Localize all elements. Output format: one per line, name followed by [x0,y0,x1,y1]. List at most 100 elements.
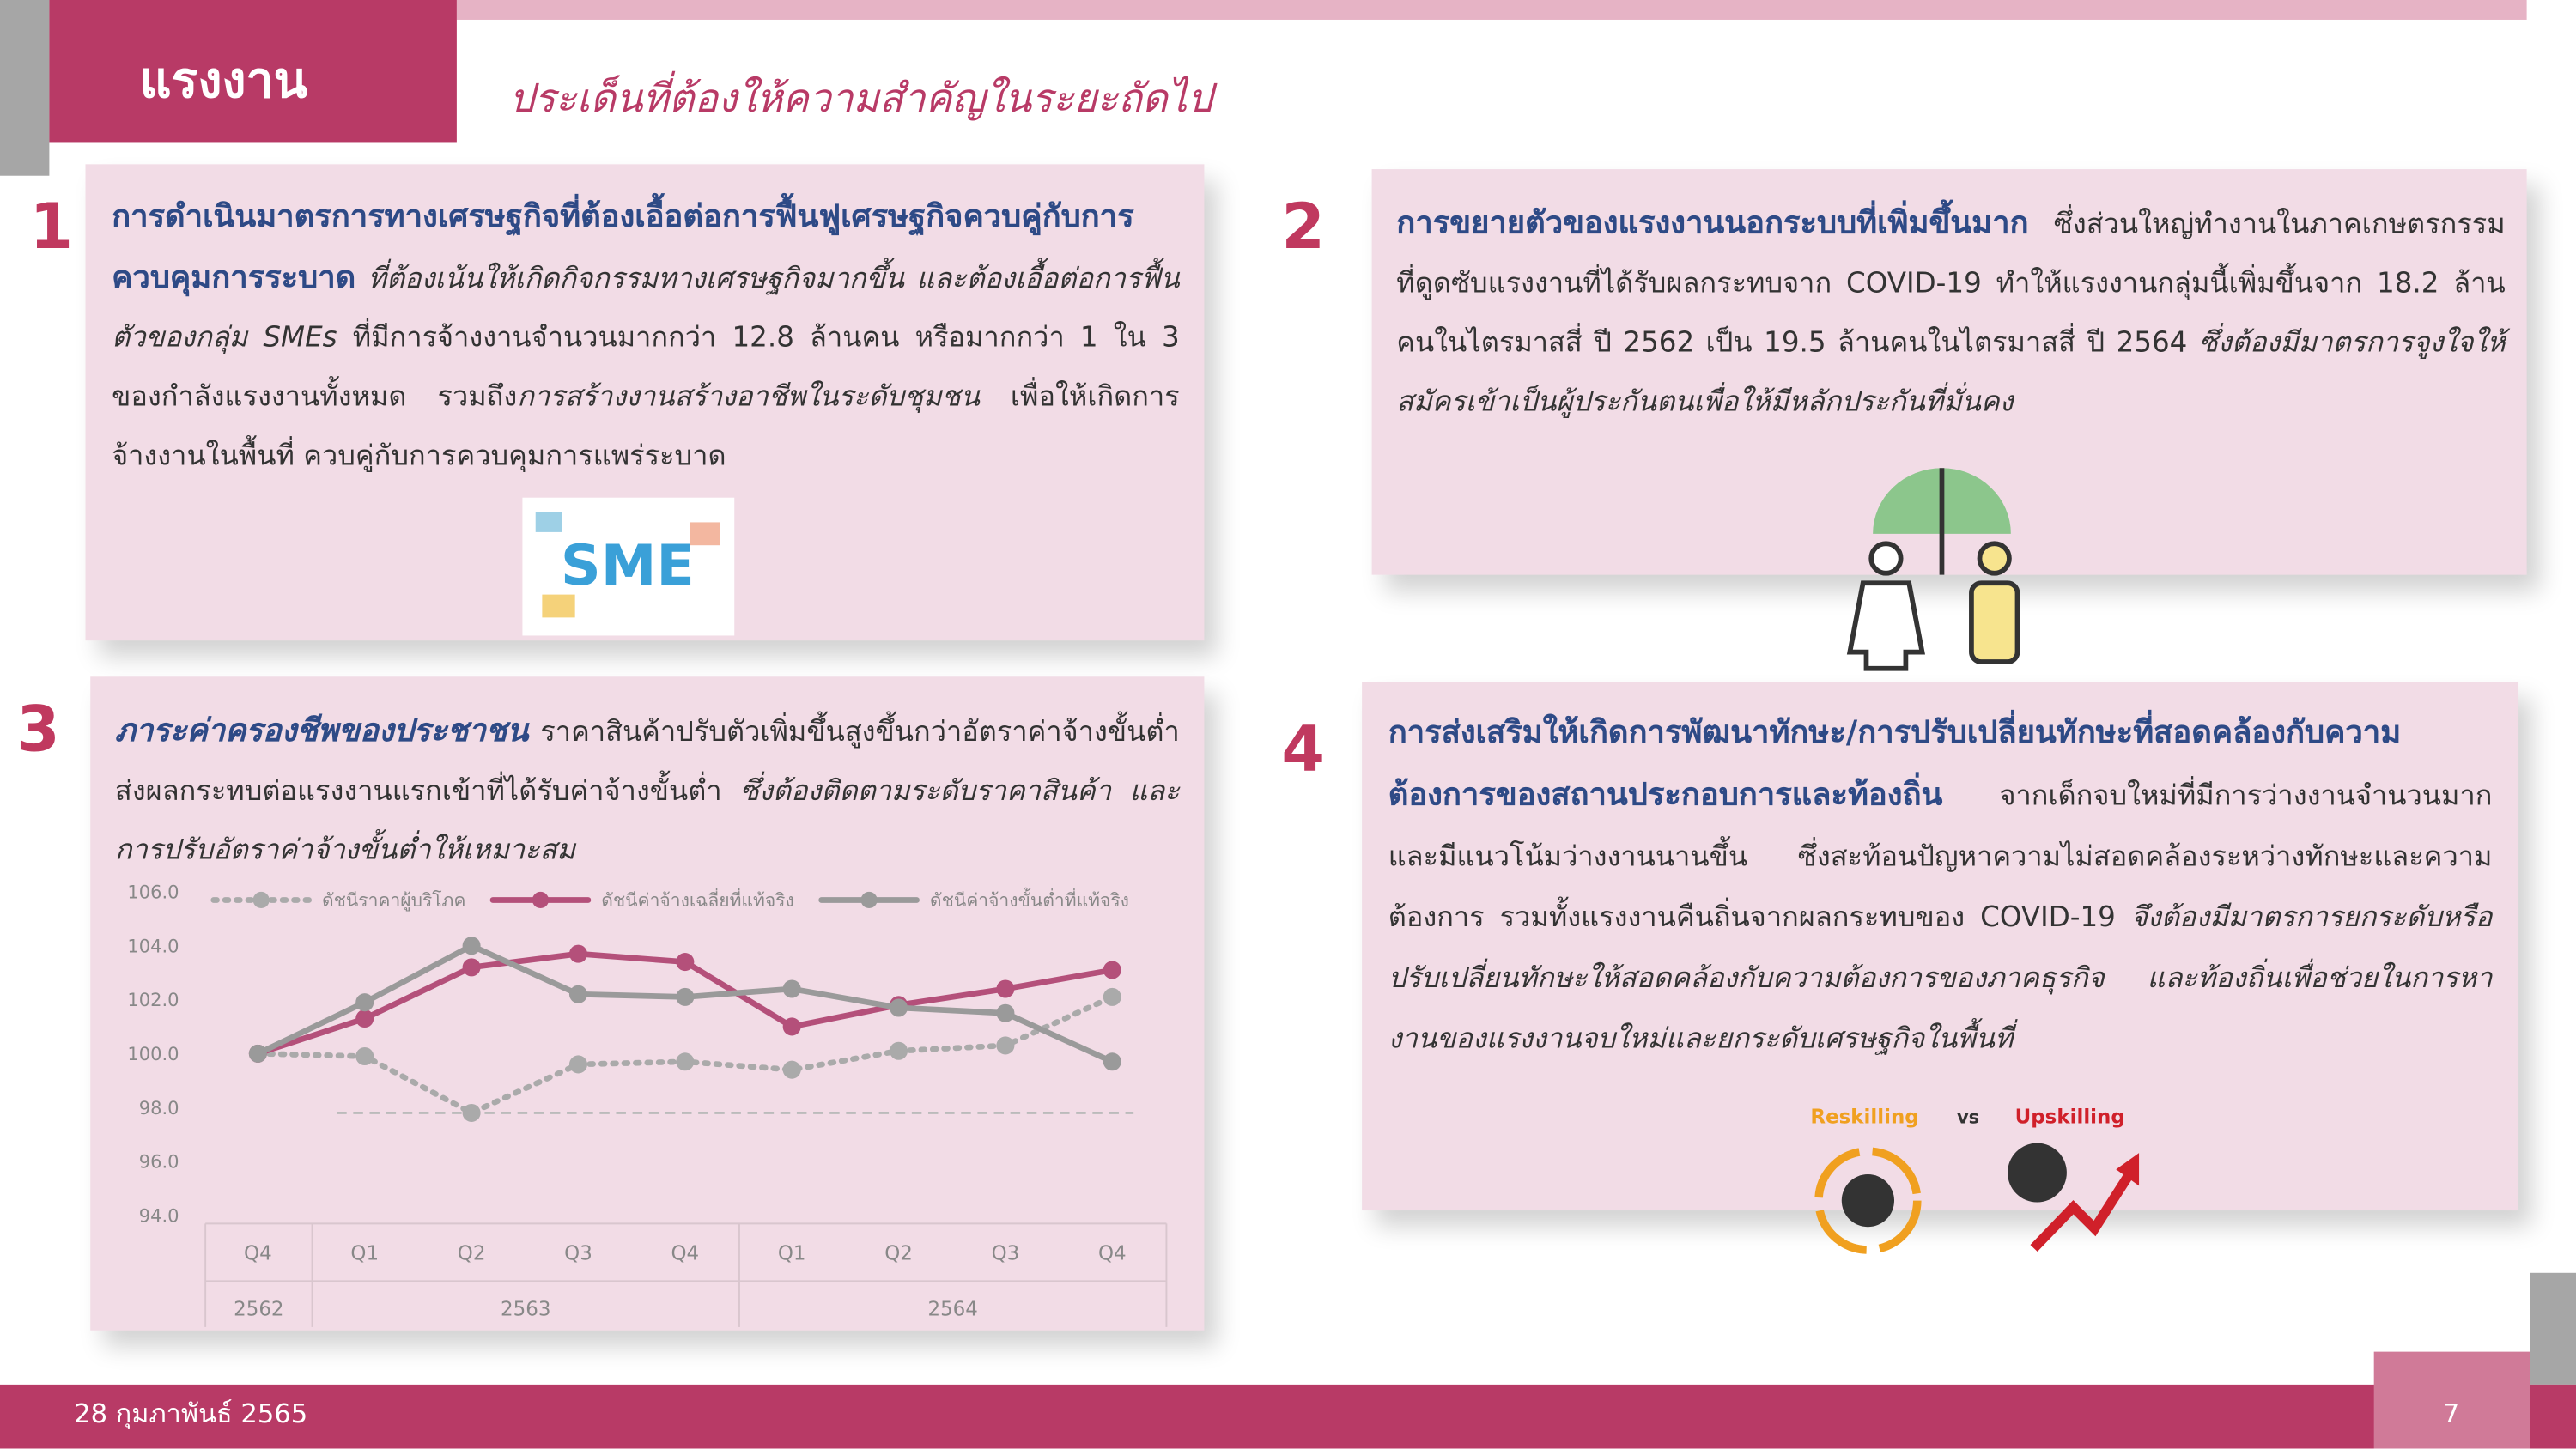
legend-marker [532,891,550,909]
text-segment: ที่ต้องเน้นให้เกิดกิจกรรมทางเศรษฐกิจมากข… [112,263,1180,355]
person-icon [1868,541,1904,576]
y-tick-label: 96.0 [139,1151,179,1173]
text-segment: ซึ่งต้องมีมาตรการจูงใจให้สมัครเข้าเป็นผู… [1396,326,2506,419]
sme-icon [690,522,720,546]
legend-label: ดัชนีราคาผู้บริโภค [322,889,466,912]
point [355,993,374,1012]
box-number: 1 [29,190,74,264]
text-segment: การสร้างงานสร้างอาชีพในระดับชุมชน [517,380,980,415]
right-strip [2530,1272,2576,1385]
person-icon [1969,580,2020,664]
point [568,1055,587,1074]
text-segment: การส่งเสริมให้เกิดการพัฒนาทักษะ/การปรับเ… [1388,714,2402,814]
page-box [2373,1351,2530,1449]
point [890,1041,908,1060]
text-segment: ซึ่งส่วนใหญ่ทำงานในภาคเกษตรกรรมที่ดูดซับ… [1396,208,2506,361]
box-text: การดำเนินมาตรการทางเศรษฐกิจที่ต้องเอื้อต… [112,187,1180,486]
point [1103,961,1121,979]
title-box [49,0,457,143]
x-tick-label: Q4 [244,1242,272,1264]
x-tick-label: Q4 [671,1242,700,1264]
x-tick-label: Q3 [564,1242,592,1264]
cycle-icon [1814,1147,1922,1254]
gear-icon [2008,1143,2067,1203]
text-segment: การดำเนินมาตรการทางเศรษฐกิจที่ต้องเอื้อต… [112,198,1134,296]
x-group-label: 2562 [234,1299,283,1321]
legend-marker [252,891,270,909]
y-tick-label: 100.0 [127,1043,179,1064]
top-bar [456,0,2527,20]
y-tick-label: 94.0 [139,1204,179,1226]
y-tick-label: 104.0 [127,935,179,956]
box-number: 2 [1281,190,1325,264]
y-tick-label: 98.0 [139,1097,179,1119]
text-segment: จึงต้องมีมาตรการยกระดับหรือปรับเปลี่ยนทั… [1388,901,2493,1057]
y-tick-label: 106.0 [127,882,179,903]
subtitle: ประเด็นที่ต้องให้ความสำคัญในระยะถัดไป [509,76,1213,122]
box-number: 3 [16,693,60,766]
point [1103,987,1121,1006]
person-icon [1846,580,1925,671]
legend-label: ดัชนีค่าจ้างขั้นต่ำที่แท้จริง [930,888,1129,911]
point [568,985,587,1003]
x-tick-label: Q2 [458,1242,486,1264]
upskilling-label: Upskilling [2015,1106,2125,1129]
point [782,1060,801,1079]
x-tick-label: Q1 [350,1242,379,1264]
point [568,944,587,963]
chart: 94.0 96.0 98.0 100.0 102.0 104.0 106.0 Q4 Q1 Q2 Q3… [127,882,1168,1327]
box-text: การส่งเสริมให้เกิดการพัฒนาทักษะ/การปรับเ… [1388,703,2493,1071]
text-segment: การขยายตัวของแรงงานนอกระบบที่เพิ่มขึ้นมา… [1396,205,2029,242]
legend-label: ดัชนีค่าจ้างเฉลี่ยที่แท้จริง [601,888,793,911]
point [890,998,908,1017]
x-group-label: 2563 [501,1299,550,1321]
legend-marker [860,891,878,909]
point [676,953,695,972]
x-tick-label: Q2 [884,1242,913,1264]
reskilling-label: Reskilling [1810,1106,1918,1129]
x-tick-label: Q3 [992,1242,1020,1264]
box-text: ภาระค่าครองชีพของประชาชน ราคาสินค้าปรับต… [115,701,1180,881]
page-number: 7 [2443,1399,2459,1429]
arrow-icon [2030,1167,2137,1252]
box-3 [90,676,1205,1331]
text-segment: ที่มีการจ้างงานจำนวนมากกว่า 12.8 ล้านคน … [112,322,1180,415]
point [996,1003,1015,1022]
text-segment: เพื่อให้เกิดการจ้างงานในพื้นที่ ควบคู่กั… [112,380,1180,474]
point [676,987,695,1006]
point [996,1036,1015,1055]
gear-icon [1841,1173,1895,1228]
point [782,1017,801,1036]
point [1103,1052,1121,1071]
point [462,937,481,955]
sme-icon [542,594,575,618]
footer-date: 28 กุมภาพันธ์ 2565 [74,1399,307,1430]
point [355,1046,374,1066]
point [996,979,1015,998]
text-segment: จากเด็กจบใหม่ที่มีการว่างงานจำนวนมากและม… [1388,779,2493,935]
text-segment: ซึ่งต้องติดตามระดับราคาสินค้า และการปรับ… [114,775,1180,868]
point [355,1009,374,1028]
sme-icon [535,512,562,532]
x-tick-label: Q4 [1098,1242,1127,1264]
text-segment: ภาระค่าครองชีพของประชาชน [114,712,529,749]
box-number: 4 [1281,712,1325,785]
title: แรงงาน [139,52,307,111]
point [462,1103,481,1122]
box-text: การขยายตัวของแรงงานนอกระบบที่เพิ่มขึ้นมา… [1396,194,2505,432]
arrow-icon [2116,1153,2140,1186]
point [782,979,801,998]
text-segment: ราคาสินค้าปรับตัวเพิ่มขึ้นสูงขึ้นกว่าอัต… [114,716,1180,809]
footer-bar [0,1384,2576,1449]
point [248,1044,267,1063]
left-strip [0,0,50,176]
y-tick-label: 102.0 [127,989,179,1010]
box-4 [1362,682,2519,1211]
sme-label: SME [561,534,695,598]
person-icon [1977,541,2012,576]
point [676,1052,695,1071]
vs-label: vs [1957,1106,1979,1128]
